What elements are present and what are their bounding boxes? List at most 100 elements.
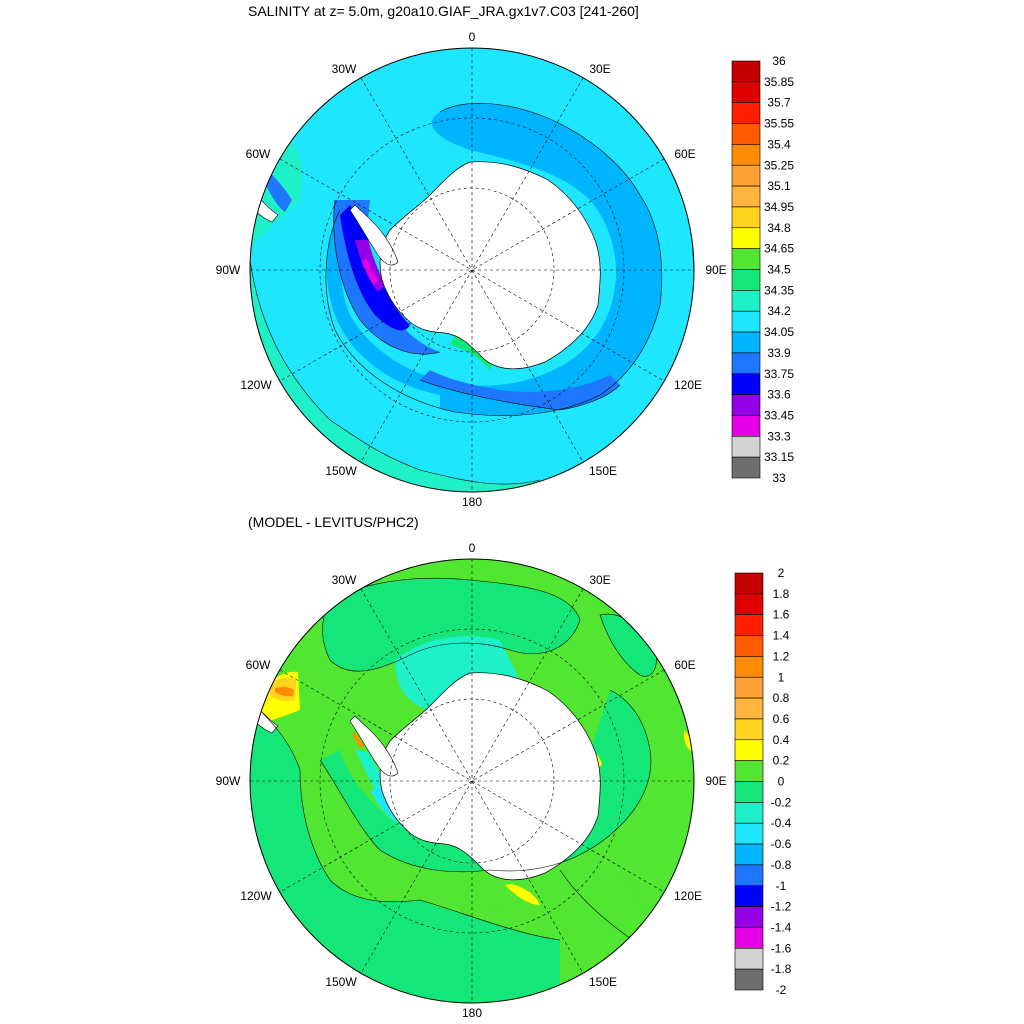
colorbar-label: 33.15 bbox=[764, 450, 794, 464]
colorbar-swatch bbox=[734, 614, 764, 636]
colorbar-label: 35.4 bbox=[767, 137, 791, 151]
salinity-title: SALINITY at z= 5.0m, g20a10.GIAF_JRA.gx1… bbox=[248, 3, 639, 19]
colorbar-swatch bbox=[734, 676, 764, 699]
colorbar-label: 34.2 bbox=[767, 304, 791, 318]
lon-label-60e: 60E bbox=[674, 658, 695, 672]
colorbar-label: -1 bbox=[776, 879, 787, 893]
colorbar-swatch bbox=[731, 331, 761, 354]
colorbar-swatch bbox=[731, 144, 761, 166]
colorbar-label: -0.8 bbox=[771, 858, 792, 872]
colorbar-swatch bbox=[734, 697, 764, 720]
colorbar-swatch bbox=[734, 739, 764, 761]
colorbar-label: 1.2 bbox=[773, 649, 790, 663]
colorbar-label: 0.6 bbox=[773, 712, 790, 726]
lon-label-30w: 30W bbox=[332, 573, 357, 587]
colorbar-label: 1.8 bbox=[773, 587, 790, 601]
colorbar-label: -1.4 bbox=[771, 920, 792, 934]
lon-label-30e: 30E bbox=[589, 573, 610, 587]
colorbar-label: 33.3 bbox=[767, 429, 791, 443]
salinity-field bbox=[250, 48, 694, 492]
colorbar-swatch bbox=[731, 81, 761, 103]
colorbar-label: 33.75 bbox=[764, 367, 794, 381]
colorbar-label: 34.35 bbox=[764, 283, 794, 297]
lon-label-180: 180 bbox=[462, 495, 482, 509]
lon-label-90w: 90W bbox=[216, 263, 241, 277]
map-boundary bbox=[249, 558, 695, 1004]
lon-label-30w: 30W bbox=[332, 62, 357, 76]
colorbar-swatch bbox=[731, 269, 761, 291]
difference-title: (MODEL - LEVITUS/PHC2) bbox=[248, 514, 419, 530]
lon-label-150e: 150E bbox=[589, 464, 617, 478]
colorbar-swatch bbox=[731, 248, 761, 270]
colorbar-swatch bbox=[734, 781, 764, 803]
colorbar-label: 34.05 bbox=[764, 325, 794, 339]
colorbar-label: 34.95 bbox=[764, 200, 794, 214]
lon-label-90e: 90E bbox=[705, 263, 726, 277]
salinity-map: SALINITY at z= 5.0m, g20a10.GIAF_JRA.gx1… bbox=[216, 3, 795, 509]
colorbar-swatch bbox=[731, 435, 761, 458]
colorbar-label: -2 bbox=[776, 983, 787, 997]
colorbar-swatch bbox=[731, 456, 761, 479]
lon-label-120e: 120E bbox=[674, 889, 702, 903]
colorbar-swatch bbox=[731, 290, 761, 312]
colorbar-label: 0.2 bbox=[773, 754, 790, 768]
colorbar-swatch bbox=[731, 164, 761, 187]
colorbar-swatch bbox=[734, 906, 764, 928]
lon-label-0: 0 bbox=[469, 541, 476, 555]
colorbar-swatch bbox=[734, 927, 764, 949]
colorbar-swatch bbox=[731, 373, 761, 395]
salinity-colorbar: 36 35.85 35.7 35.55 35.4 35.25 35.1 34.95 34.8 34… bbox=[731, 54, 794, 485]
colorbar-swatch bbox=[731, 185, 761, 208]
colorbar-label: 34.65 bbox=[764, 242, 794, 256]
lon-label-60w: 60W bbox=[246, 658, 271, 672]
lon-label-150w: 150W bbox=[325, 464, 357, 478]
lon-label-90e: 90E bbox=[705, 774, 726, 788]
colorbar-label: 0 bbox=[778, 775, 785, 789]
colorbar-swatch bbox=[734, 864, 764, 887]
colorbar-swatch bbox=[734, 843, 764, 866]
colorbar-label: 35.25 bbox=[764, 158, 794, 172]
colorbar-label: 33.45 bbox=[764, 408, 794, 422]
lon-label-180: 180 bbox=[462, 1006, 482, 1020]
colorbar-swatch bbox=[731, 123, 761, 145]
map-boundary bbox=[249, 47, 695, 493]
colorbar-swatch bbox=[734, 947, 764, 970]
colorbar-swatch bbox=[734, 572, 764, 595]
colorbar-label: 33.9 bbox=[767, 346, 791, 360]
colorbar-swatch bbox=[731, 227, 761, 249]
colorbar-swatch bbox=[731, 102, 761, 124]
colorbar-label: 33 bbox=[772, 471, 786, 485]
colorbar-swatch bbox=[734, 802, 764, 824]
difference-colorbar: 2 1.8 1.6 1.4 1.2 1 0.8 0.6 0.4 0.2 0 -0.2 -0.4 -0.6 -… bbox=[734, 566, 792, 997]
colorbar-label: 0.4 bbox=[773, 733, 790, 747]
colorbar-label: 35.1 bbox=[767, 179, 791, 193]
lon-label-30e: 30E bbox=[589, 62, 610, 76]
colorbar-swatch bbox=[731, 310, 761, 333]
colorbar-swatch bbox=[731, 352, 761, 375]
colorbar-swatch bbox=[731, 415, 761, 437]
difference-field bbox=[250, 559, 694, 1003]
colorbar-swatch bbox=[731, 60, 761, 83]
colorbar-swatch bbox=[734, 635, 764, 657]
lon-label-0: 0 bbox=[469, 30, 476, 44]
colorbar-label: 1.6 bbox=[773, 608, 790, 622]
colorbar-label: -1.8 bbox=[771, 962, 792, 976]
colorbar-label: -0.4 bbox=[771, 816, 792, 830]
colorbar-label: 35.55 bbox=[764, 117, 794, 131]
colorbar-swatch bbox=[734, 822, 764, 845]
colorbar-label: 34.5 bbox=[767, 263, 791, 277]
colorbar-label: 1.4 bbox=[773, 629, 790, 643]
colorbar-label: 2 bbox=[778, 566, 785, 580]
colorbar-label: -0.6 bbox=[771, 837, 792, 851]
colorbar-swatch bbox=[734, 656, 764, 678]
lon-label-120w: 120W bbox=[240, 889, 272, 903]
colorbar-label: -1.2 bbox=[771, 900, 792, 914]
colorbar-label: 35.7 bbox=[767, 96, 791, 110]
colorbar-swatch bbox=[734, 718, 764, 741]
colorbar-swatch bbox=[734, 760, 764, 782]
colorbar-label: 1 bbox=[778, 670, 785, 684]
colorbar-label: 35.85 bbox=[764, 75, 794, 89]
lon-label-90w: 90W bbox=[216, 774, 241, 788]
colorbar-label: 36 bbox=[772, 54, 786, 68]
colorbar-swatch bbox=[734, 968, 764, 991]
